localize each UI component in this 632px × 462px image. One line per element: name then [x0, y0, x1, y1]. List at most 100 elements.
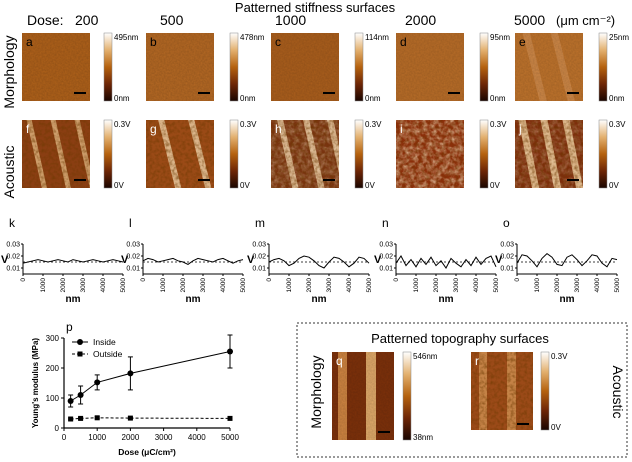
y-tick-label: 0.02	[500, 254, 514, 261]
colorbar-max: 0.3V	[365, 120, 382, 129]
y-axis-label: V	[374, 254, 382, 266]
legend-marker	[77, 339, 83, 345]
y-tick-label: 0.01	[6, 266, 20, 273]
colorbar-min: 0V	[490, 181, 500, 190]
x-tick-label: 1000	[40, 278, 47, 293]
y-tick-label: 0.03	[252, 242, 266, 249]
profile-line	[516, 252, 618, 268]
colorbar	[402, 351, 412, 441]
panel-letter: g	[150, 122, 157, 136]
panel-q: q 546nm 38nm	[332, 351, 438, 442]
x-tick-label: 0	[62, 433, 67, 442]
x-tick-label: 4000	[346, 278, 353, 293]
panel-h: h 0.3V 0V	[271, 119, 382, 190]
data-point	[227, 415, 233, 421]
panel-letter: d	[400, 35, 407, 49]
inset-frame	[296, 322, 628, 458]
colorbar	[229, 32, 239, 102]
x-tick-label: 5000	[493, 278, 500, 293]
colorbar-min: 0V	[240, 181, 250, 190]
x-tick-label: 0	[514, 278, 521, 282]
x-tick-label: 3000	[80, 278, 87, 293]
y-axis-label: V	[247, 254, 255, 266]
dose-1000: 1000	[275, 12, 306, 28]
x-axis-label: nm	[186, 294, 201, 305]
panel-d: d 95nm 0nm	[396, 32, 510, 103]
data-point	[127, 415, 133, 421]
inset-title: Patterned topography surfaces	[371, 331, 549, 346]
colorbar	[354, 32, 364, 102]
profile-panel-l: l V0.01 0.02 0.03 0 1000 2000 3000 4000 5000 nm	[121, 216, 247, 305]
profile-line	[395, 255, 497, 269]
panel-letter: r	[475, 354, 479, 368]
row-label-morphology: Morphology	[1, 35, 17, 108]
data-point	[227, 348, 233, 355]
colorbar-max: 495nm	[114, 33, 139, 42]
profile-line	[268, 255, 370, 269]
y-axis-label: Young's modulus (MPa)	[31, 338, 40, 429]
panel-r: r 0.3V 0V	[471, 351, 568, 432]
x-tick-label: 3000	[326, 278, 333, 293]
x-tick-label: 0	[266, 278, 273, 282]
x-tick-label: 2000	[433, 278, 440, 293]
x-tick-label: 1000	[286, 278, 293, 293]
panel-e: e 25nm 0nm	[515, 32, 629, 103]
legend-marker	[77, 351, 83, 357]
x-tick-label: 3000	[200, 278, 207, 293]
y-tick-label: 0.01	[252, 266, 266, 273]
panel-letter: h	[275, 122, 282, 136]
colorbar	[598, 32, 608, 102]
panel-letter: p	[66, 320, 73, 334]
x-tick-label: 4000	[473, 278, 480, 293]
colorbar-max: 0.3V	[114, 120, 131, 129]
data-point	[127, 370, 134, 377]
x-tick-label: 4000	[100, 278, 107, 293]
x-tick-label: 5000	[614, 278, 621, 293]
texture	[396, 120, 464, 188]
x-tick-label: 1000	[88, 433, 106, 442]
y-tick-label: 0.03	[6, 242, 20, 249]
colorbar-max: 0.3V	[240, 120, 257, 129]
panel-letter: n	[382, 216, 389, 230]
colorbar-min: 0nm	[490, 94, 506, 103]
profile-panel-m: m V0.01 0.02 0.03 0 1000 2000 3000 4000 5000 nm	[247, 216, 373, 305]
panel-f: f 0.3V 0V	[22, 119, 131, 190]
colorbar-min: 0nm	[365, 94, 381, 103]
panel-b: b 478nm 0nm	[146, 32, 265, 103]
panel-g: g 0.3V 0V	[146, 119, 257, 190]
dose-500: 500	[160, 12, 184, 28]
panel-j: j 0.3V 0V	[515, 119, 626, 190]
x-tick-label: 5000	[221, 433, 239, 442]
colorbar-min: 0nm	[609, 94, 625, 103]
x-tick-label: 1000	[160, 278, 167, 293]
y-tick-label: 0.03	[500, 242, 514, 249]
x-tick-label: 3000	[155, 433, 173, 442]
colorbar	[540, 351, 550, 431]
stripe-pattern	[471, 352, 533, 430]
colorbar-max: 478nm	[240, 33, 265, 42]
colorbar-min: 0nm	[240, 94, 256, 103]
stripe-pattern	[515, 120, 583, 188]
x-axis-label: nm	[66, 294, 81, 305]
panel-letter: a	[26, 35, 33, 49]
y-axis-label: V	[1, 254, 9, 266]
dose-label: Dose:	[27, 12, 64, 28]
profile-line	[22, 259, 124, 264]
panel-letter: e	[519, 35, 526, 49]
colorbar-min: 0V	[609, 181, 619, 190]
x-tick-label: 3000	[574, 278, 581, 293]
x-axis-label: nm	[560, 294, 575, 305]
colorbar	[103, 32, 113, 102]
inset-morphology-label: Morphology	[308, 355, 324, 428]
panel-letter: j	[518, 122, 522, 136]
panel-letter: l	[129, 216, 132, 230]
data-point	[77, 392, 84, 398]
colorbar	[354, 119, 364, 189]
colorbar-min: 0V	[551, 423, 561, 432]
x-axis-label: nm	[312, 294, 327, 305]
y-tick-label: 100	[46, 394, 60, 403]
stripe-pattern	[271, 120, 339, 188]
